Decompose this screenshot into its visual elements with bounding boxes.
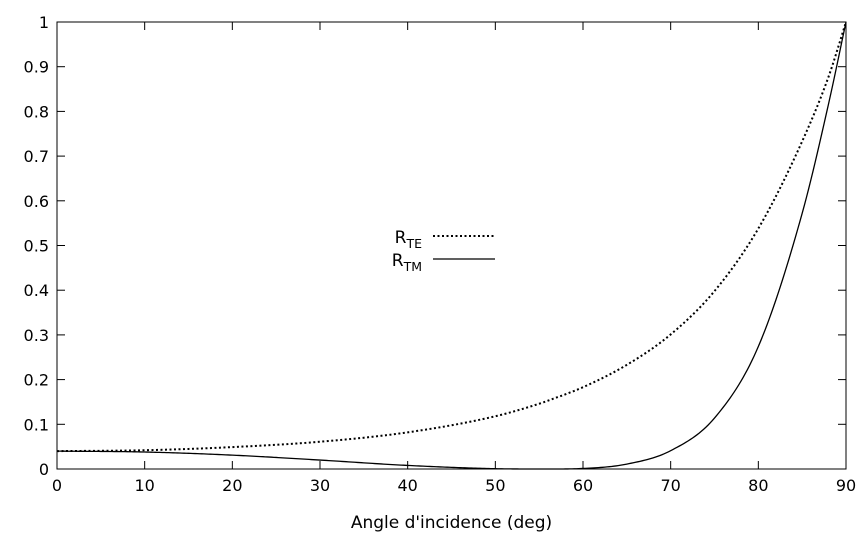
series-line-tm (56, 21, 847, 470)
y-tick-label: 0.6 (24, 192, 49, 211)
legend-label-rte: RTE (395, 228, 422, 251)
y-tick-label: 0.8 (24, 102, 49, 121)
x-tick-label: 40 (397, 476, 417, 495)
x-tick-label: 0 (52, 476, 62, 495)
x-tick-label: 90 (836, 476, 856, 495)
y-tick-label: 1 (39, 13, 49, 32)
y-tick-label: 0.4 (24, 281, 49, 300)
x-tick-label: 60 (573, 476, 593, 495)
series-layer (56, 21, 847, 470)
legend-rtm-main: R (392, 251, 404, 271)
legend-rte-sub: TE (405, 236, 422, 251)
y-tick-label: 0.7 (24, 147, 49, 166)
legend-rtm-sub: TM (403, 259, 422, 274)
x-tick-label: 20 (222, 476, 242, 495)
y-tick-label: 0.5 (24, 237, 49, 256)
legend-rte-main: R (395, 228, 407, 248)
y-tick-label: 0.9 (24, 58, 49, 77)
y-tick-labels: 0 0.1 0.2 0.3 0.4 0.5 0.6 0.7 0.8 0.9 1 (24, 13, 49, 479)
x-axis-label: Angle d'incidence (deg) (351, 513, 552, 533)
x-tick-label: 80 (748, 476, 768, 495)
x-tick-label: 50 (485, 476, 505, 495)
y-tick-label: 0 (39, 460, 49, 479)
x-tick-label: 10 (134, 476, 154, 495)
y-tick-label: 0.2 (24, 371, 49, 390)
y-tick-label: 0.3 (24, 326, 49, 345)
x-tick-label: 30 (310, 476, 330, 495)
axis-ticks (56, 21, 847, 470)
series-line-te (56, 21, 847, 453)
legend-label-rtm: RTM (392, 251, 422, 274)
y-tick-label: 0.1 (24, 415, 49, 434)
x-tick-label: 70 (660, 476, 680, 495)
x-tick-labels: 0 10 20 30 40 50 60 70 80 90 (52, 476, 856, 495)
legend: RTE RTM (392, 228, 495, 274)
